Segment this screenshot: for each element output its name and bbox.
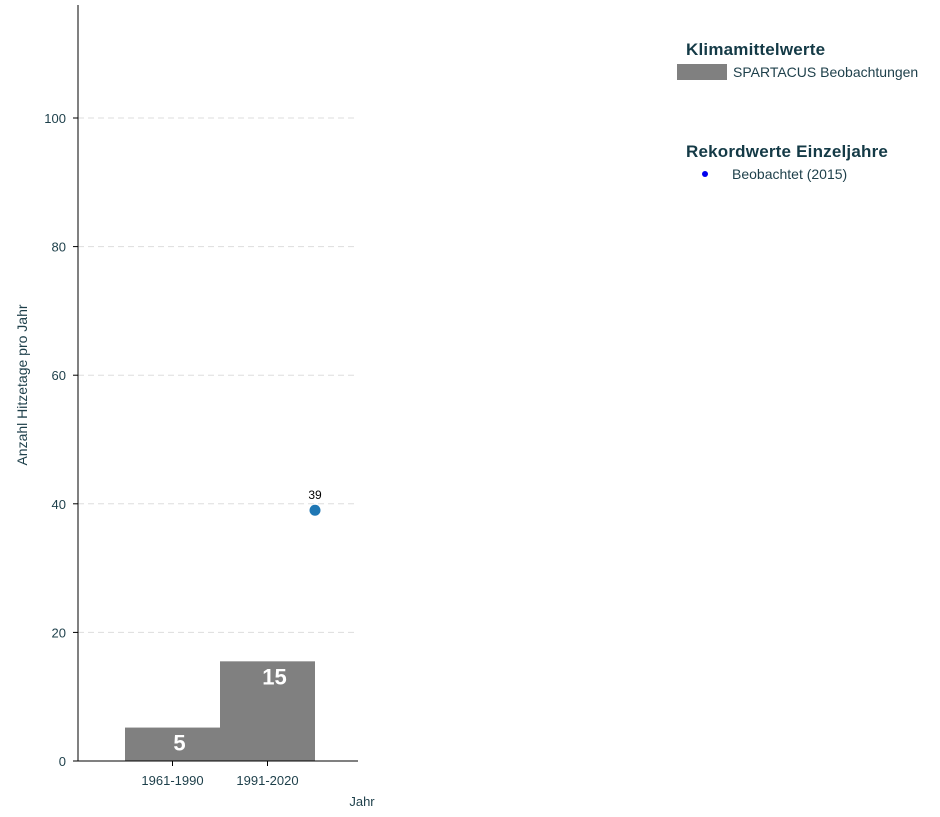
ticks: 0 20 40 60 80 100 1961-1990 1991-2020: [44, 111, 298, 788]
y-tick-label: 20: [52, 625, 66, 640]
x-axis-title: Jahr: [349, 794, 375, 809]
axes: [77, 5, 358, 762]
y-tick-label: 0: [59, 754, 66, 769]
y-tick-label: 80: [52, 240, 66, 255]
legend: Klimamittelwerte SPARTACUS Beobachtungen…: [677, 40, 918, 182]
y-tick-label: 100: [44, 111, 66, 126]
point-swatch: [702, 171, 708, 177]
legend-label-observed: Beobachtet (2015): [732, 166, 848, 182]
y-axis-title: Anzahl Hitzetage pro Jahr: [14, 304, 30, 465]
y-tick-label: 40: [52, 497, 66, 512]
record-point: [309, 504, 321, 516]
legend-item-observed: Beobachtet (2015): [686, 166, 918, 182]
points: 39: [308, 488, 322, 516]
legend-title-records: Rekordwerte Einzeljahre: [686, 142, 889, 161]
bars: 5 15: [125, 661, 315, 761]
bar: [125, 727, 220, 761]
y-tick-label: 60: [52, 368, 66, 383]
record-point-label: 39: [308, 488, 322, 502]
bar: [220, 661, 315, 761]
legend-label-spartacus: SPARTACUS Beobachtungen: [733, 64, 919, 80]
legend-item-spartacus: SPARTACUS Beobachtungen: [677, 64, 918, 80]
bar-swatch: [677, 64, 727, 80]
grid-lines: [78, 117, 358, 633]
legend-title-climate: Klimamittelwerte: [686, 40, 826, 59]
bar-value-label: 5: [173, 731, 185, 756]
x-tick-label: 1991-2020: [236, 773, 298, 788]
x-tick-label: 1961-1990: [141, 773, 203, 788]
bar-value-label: 15: [262, 664, 286, 689]
